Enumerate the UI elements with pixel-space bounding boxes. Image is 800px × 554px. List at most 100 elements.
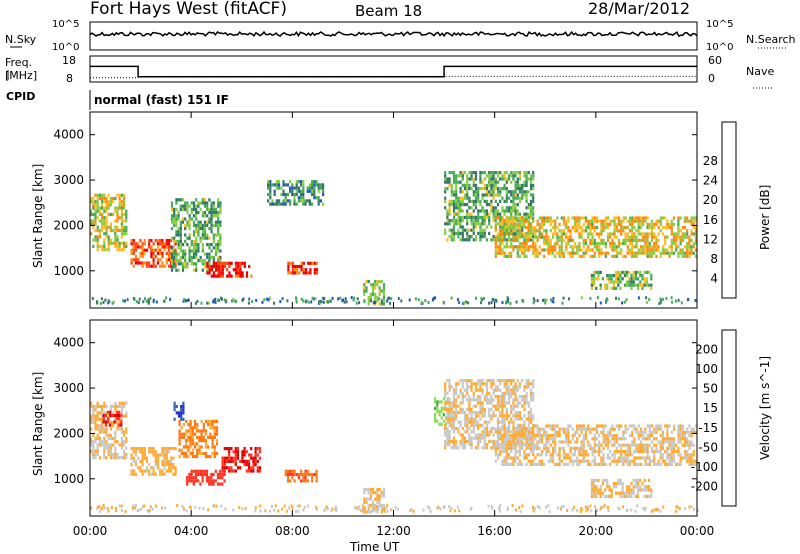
echo-cell bbox=[562, 219, 566, 223]
echo-cell bbox=[466, 382, 469, 386]
echo-cell bbox=[501, 411, 504, 415]
echo-cell bbox=[545, 450, 548, 454]
echo-cell bbox=[503, 440, 506, 444]
echo-cell bbox=[167, 255, 171, 259]
echo-cell bbox=[516, 229, 519, 233]
echo-cell bbox=[195, 249, 198, 253]
echo-cell bbox=[516, 183, 519, 187]
echo-cell bbox=[223, 466, 226, 470]
echo-cell bbox=[657, 424, 660, 428]
echo-cell bbox=[120, 248, 123, 252]
echo-cell bbox=[521, 196, 524, 200]
echo-cell bbox=[677, 254, 680, 258]
echo-cell bbox=[101, 417, 104, 421]
echo-cell bbox=[179, 246, 182, 250]
echo-cell bbox=[514, 209, 517, 213]
echo-cell bbox=[655, 219, 658, 223]
echo-cell bbox=[483, 228, 486, 232]
echo-cell bbox=[177, 262, 180, 266]
echo-cell bbox=[672, 437, 676, 441]
echo-cell bbox=[125, 212, 128, 217]
echo-cell bbox=[458, 301, 461, 305]
echo-cell bbox=[455, 196, 458, 200]
echo-cell bbox=[212, 472, 215, 477]
echo-cell bbox=[105, 411, 108, 415]
echo-cell bbox=[132, 245, 135, 249]
echo-cell bbox=[565, 248, 568, 252]
echo-cell bbox=[501, 404, 504, 408]
echo-cell bbox=[474, 404, 478, 408]
echo-cell bbox=[446, 436, 449, 440]
echo-cell bbox=[369, 491, 372, 495]
echo-cell bbox=[646, 238, 649, 242]
echo-cell bbox=[620, 232, 623, 236]
echo-cell bbox=[374, 286, 377, 290]
echo-cell bbox=[677, 298, 680, 302]
echo-cell bbox=[269, 186, 272, 190]
echo-cell bbox=[118, 203, 121, 207]
echo-cell bbox=[295, 189, 298, 193]
echo-cell bbox=[459, 174, 462, 178]
echo-cell bbox=[455, 212, 458, 216]
echo-cell bbox=[446, 379, 449, 383]
echo-cell bbox=[565, 430, 568, 434]
echo-cell bbox=[573, 229, 577, 233]
echo-cell bbox=[510, 206, 513, 210]
echo-cell bbox=[688, 443, 691, 447]
echo-cell bbox=[303, 505, 306, 509]
echo-cell bbox=[145, 456, 149, 460]
echo-cell bbox=[505, 216, 508, 220]
echo-cell bbox=[590, 488, 593, 492]
echo-cell bbox=[159, 469, 162, 473]
echo-cell bbox=[474, 436, 478, 440]
echo-cell bbox=[170, 214, 174, 218]
echo-cell bbox=[187, 448, 190, 452]
echo-cell bbox=[606, 485, 609, 489]
echo-cell bbox=[208, 243, 211, 247]
echo-cell bbox=[639, 232, 643, 236]
echo-cell bbox=[589, 443, 592, 447]
echo-cell bbox=[107, 424, 110, 428]
echo-cell bbox=[120, 209, 123, 213]
echo-cell bbox=[174, 469, 177, 473]
echo-cell bbox=[602, 437, 605, 441]
echo-cell bbox=[444, 407, 447, 411]
echo-cell bbox=[104, 420, 107, 424]
echo-cell bbox=[514, 430, 517, 434]
echo-cell bbox=[604, 494, 607, 498]
echo-cell bbox=[173, 417, 176, 421]
echo-cell bbox=[485, 379, 489, 383]
echo-cell bbox=[468, 183, 471, 187]
echo-cell bbox=[510, 440, 513, 444]
echo-cell bbox=[664, 462, 667, 466]
echo-cell bbox=[181, 220, 185, 224]
echo-cell bbox=[589, 242, 592, 246]
echo-cell bbox=[604, 437, 607, 441]
echo-cell bbox=[96, 235, 99, 239]
echo-cell bbox=[182, 455, 186, 459]
echo-cell bbox=[521, 193, 524, 197]
echo-cell bbox=[591, 238, 594, 242]
echo-cell bbox=[107, 203, 110, 207]
echo-cell bbox=[453, 509, 456, 513]
echo-cell bbox=[327, 300, 330, 304]
echo-cell bbox=[492, 388, 495, 392]
echo-cell bbox=[532, 229, 535, 233]
echo-cell bbox=[679, 242, 682, 246]
echo-cell bbox=[566, 509, 569, 512]
echo-cell bbox=[690, 462, 693, 466]
echo-cell bbox=[170, 268, 174, 272]
echo-cell bbox=[688, 430, 691, 434]
echo-cell bbox=[204, 419, 208, 423]
echo-cell bbox=[132, 504, 135, 508]
echo-cell bbox=[586, 505, 589, 509]
echo-cell bbox=[244, 506, 247, 510]
echo-cell bbox=[444, 228, 447, 232]
echo-cell bbox=[599, 283, 602, 287]
echo-cell bbox=[452, 436, 456, 440]
echo-cell bbox=[134, 447, 138, 451]
echo-cell bbox=[653, 443, 656, 447]
echo-cell bbox=[611, 232, 614, 236]
echo-cell bbox=[210, 255, 213, 259]
